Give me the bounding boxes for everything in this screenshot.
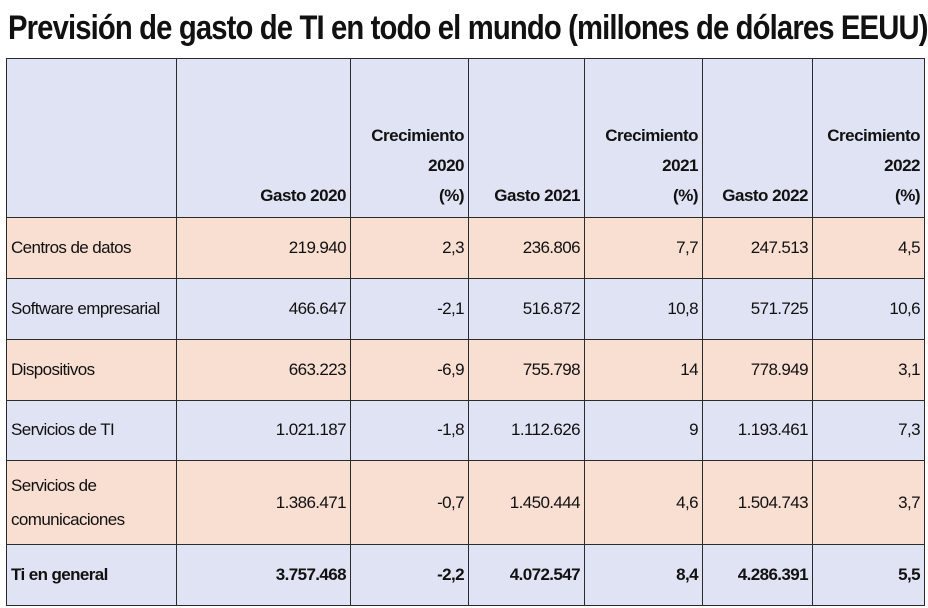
table-row-centros-de-datos: Centros de datos 219.940 2,3 236.806 7,7… bbox=[6, 217, 925, 280]
crecimiento-2022-cell: 5,5 bbox=[812, 544, 925, 606]
crecimiento-2021-cell: 9 bbox=[584, 399, 703, 462]
table-row-servicios-de-comunicaciones: Servicios de comunicaciones 1.386.471 -0… bbox=[6, 460, 925, 546]
header-crecimiento-2022: Crecimiento 2022 (%) bbox=[812, 57, 925, 219]
crecimiento-2022-cell: 4,5 bbox=[812, 217, 925, 280]
table-title: Previsión de gasto de TI en todo el mund… bbox=[8, 9, 928, 47]
header-gasto-2022: Gasto 2022 bbox=[702, 57, 813, 219]
crecimiento-2021-cell: 4,6 bbox=[584, 460, 703, 546]
header-row: Gasto 2020 Crecimiento 2020 (%) Gasto 20… bbox=[6, 57, 925, 219]
crecimiento-2020-cell: -0,7 bbox=[350, 460, 469, 546]
gasto-2022-cell: 1.193.461 bbox=[702, 399, 813, 462]
header-line: 2022 bbox=[884, 156, 920, 176]
crecimiento-2020-cell: -1,8 bbox=[350, 399, 469, 462]
gasto-2021-cell: 1.450.444 bbox=[468, 460, 585, 546]
crecimiento-2021-cell: 14 bbox=[584, 338, 703, 401]
row-label: Software empresarial bbox=[6, 278, 177, 340]
row-label: Ti en general bbox=[6, 544, 177, 606]
gasto-2021-cell: 755.798 bbox=[468, 338, 585, 401]
gasto-2021-cell: 1.112.626 bbox=[468, 399, 585, 462]
table-row-dispositivos: Dispositivos 663.223 -6,9 755.798 14 778… bbox=[6, 338, 925, 401]
header-line: (%) bbox=[439, 186, 464, 206]
gasto-2022-cell: 778.949 bbox=[702, 338, 813, 401]
header-line: Crecimiento bbox=[371, 126, 464, 146]
gasto-2022-cell: 1.504.743 bbox=[702, 460, 813, 546]
crecimiento-2020-cell: 2,3 bbox=[350, 217, 469, 280]
crecimiento-2022-cell: 3,7 bbox=[812, 460, 925, 546]
row-label: Servicios de TI bbox=[6, 399, 177, 462]
row-label: Servicios de comunicaciones bbox=[6, 460, 177, 546]
header-line: 2021 bbox=[662, 156, 698, 176]
header-gasto-2020: Gasto 2020 bbox=[176, 57, 351, 219]
header-line: 2020 bbox=[428, 156, 464, 176]
table-row-software-empresarial: Software empresarial 466.647 -2,1 516.87… bbox=[6, 278, 925, 340]
gasto-2022-cell: 4.286.391 bbox=[702, 544, 813, 606]
gasto-2020-cell: 1.021.187 bbox=[176, 399, 351, 462]
crecimiento-2020-cell: -2,1 bbox=[350, 278, 469, 340]
table-row-total: Ti en general 3.757.468 -2,2 4.072.547 8… bbox=[6, 544, 925, 606]
gasto-2021-cell: 516.872 bbox=[468, 278, 585, 340]
header-crecimiento-2021: Crecimiento 2021 (%) bbox=[584, 57, 703, 219]
header-empty-cell bbox=[6, 57, 177, 219]
row-label-line: Servicios de bbox=[11, 475, 97, 495]
crecimiento-2021-cell: 10,8 bbox=[584, 278, 703, 340]
crecimiento-2020-cell: -6,9 bbox=[350, 338, 469, 401]
header-gasto-2021: Gasto 2021 bbox=[468, 57, 585, 219]
header-line: (%) bbox=[895, 186, 920, 206]
it-spending-table: Gasto 2020 Crecimiento 2020 (%) Gasto 20… bbox=[6, 57, 925, 606]
header-crecimiento-2020: Crecimiento 2020 (%) bbox=[350, 57, 469, 219]
crecimiento-2020-cell: -2,2 bbox=[350, 544, 469, 606]
crecimiento-2022-cell: 3,1 bbox=[812, 338, 925, 401]
gasto-2022-cell: 247.513 bbox=[702, 217, 813, 280]
gasto-2020-cell: 219.940 bbox=[176, 217, 351, 280]
crecimiento-2022-cell: 10,6 bbox=[812, 278, 925, 340]
row-label: Dispositivos bbox=[6, 338, 177, 401]
gasto-2020-cell: 3.757.468 bbox=[176, 544, 351, 606]
crecimiento-2022-cell: 7,3 bbox=[812, 399, 925, 462]
row-label: Centros de datos bbox=[6, 217, 177, 280]
gasto-2020-cell: 1.386.471 bbox=[176, 460, 351, 546]
gasto-2020-cell: 466.647 bbox=[176, 278, 351, 340]
gasto-2020-cell: 663.223 bbox=[176, 338, 351, 401]
gasto-2021-cell: 236.806 bbox=[468, 217, 585, 280]
crecimiento-2021-cell: 8,4 bbox=[584, 544, 703, 606]
header-line: Crecimiento bbox=[605, 126, 698, 146]
header-line: Crecimiento bbox=[827, 126, 920, 146]
gasto-2022-cell: 571.725 bbox=[702, 278, 813, 340]
header-line: (%) bbox=[673, 186, 698, 206]
gasto-2021-cell: 4.072.547 bbox=[468, 544, 585, 606]
table-row-servicios-de-ti: Servicios de TI 1.021.187 -1,8 1.112.626… bbox=[6, 399, 925, 462]
crecimiento-2021-cell: 7,7 bbox=[584, 217, 703, 280]
row-label-line: comunicaciones bbox=[11, 509, 125, 529]
